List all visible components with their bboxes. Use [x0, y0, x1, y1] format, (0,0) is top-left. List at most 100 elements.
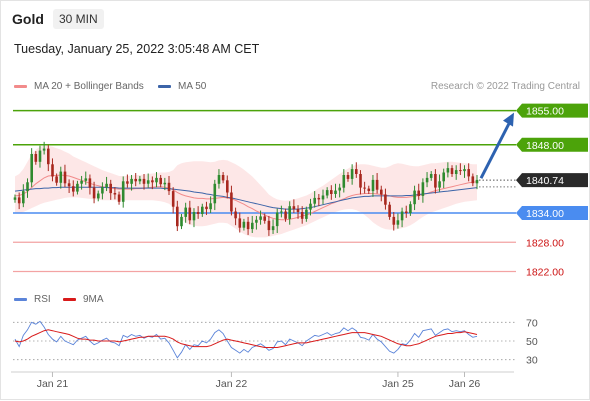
candle-body: [309, 203, 312, 210]
candle-body: [346, 175, 350, 179]
legend-swatch-ma20: [14, 85, 27, 88]
candle-body: [459, 170, 462, 172]
candle-body: [338, 187, 341, 191]
candle-body: [72, 186, 75, 192]
candle-body: [421, 182, 425, 196]
candle-body: [109, 183, 112, 194]
candle-body: [184, 207, 187, 217]
candle-body: [80, 180, 83, 184]
candle-body: [221, 175, 225, 181]
candle-body: [413, 190, 416, 205]
candle-body: [255, 219, 258, 223]
candle-body: [242, 221, 246, 228]
candle-body: [284, 211, 287, 219]
legend-label-rsi: RSI: [34, 294, 51, 305]
candle-body: [371, 179, 375, 192]
candle-body: [26, 182, 29, 192]
candle-body: [76, 183, 79, 192]
candle-body: [209, 203, 212, 210]
legend-label-ma20: MA 20 + Bollinger Bands: [34, 81, 144, 92]
candle-body: [429, 174, 433, 178]
candle-body: [188, 207, 192, 221]
candle-body: [230, 192, 233, 212]
candle-body: [59, 171, 63, 183]
candle-body: [51, 164, 54, 177]
candle-body: [159, 177, 162, 185]
candle-body: [238, 218, 242, 228]
candle-body: [38, 150, 42, 162]
candle-body: [450, 168, 454, 174]
candle-body: [317, 197, 321, 200]
instrument-title: Gold: [12, 11, 44, 27]
legend-ma50: MA 50: [158, 81, 206, 92]
candle-body: [171, 191, 175, 207]
candle-body: [400, 211, 404, 221]
legend-label-9ma: 9MA: [83, 294, 104, 305]
candle-body: [205, 206, 208, 210]
candle-body: [275, 212, 279, 227]
candle-body: [454, 170, 458, 174]
candle-body: [234, 211, 237, 219]
candle-body: [380, 189, 383, 195]
candle-body: [396, 220, 400, 225]
candle-body: [359, 174, 362, 188]
candle-body: [105, 183, 108, 188]
candle-body: [388, 204, 391, 217]
candle-body: [330, 190, 333, 194]
level-tag-1848.00: [516, 137, 588, 152]
candle-body: [251, 222, 254, 230]
candle-body: [471, 176, 475, 184]
candle-body: [355, 169, 358, 174]
timeframe-badge[interactable]: 30 MIN: [53, 9, 104, 29]
x-tick-label: Jan 21: [37, 378, 69, 390]
candle-body: [446, 168, 450, 173]
candle-body: [63, 171, 67, 184]
candle-body: [88, 178, 92, 188]
candle-body: [325, 190, 329, 196]
candle-body: [405, 211, 408, 213]
candle-body: [42, 148, 46, 151]
legend-9ma: 9MA: [63, 294, 104, 305]
candle-body: [167, 182, 171, 192]
candle-body: [467, 169, 470, 177]
candle-body: [267, 220, 271, 231]
level-label: 1834.00: [526, 208, 564, 220]
candle-body: [438, 181, 441, 188]
legend-swatch-ma50: [158, 85, 171, 88]
current-price-tag: [516, 173, 588, 188]
candle-body: [425, 177, 429, 183]
rsi-9ma-line: [14, 329, 478, 348]
candle-body: [475, 179, 479, 184]
candle-body: [196, 212, 200, 214]
candle-body: [409, 204, 412, 213]
x-tick-label: Jan 26: [449, 378, 481, 390]
candle-body: [246, 221, 250, 230]
level-label: 1855.00: [526, 106, 564, 118]
candle-body: [151, 180, 154, 183]
x-tick-label: Jan 22: [216, 378, 248, 390]
timestamp: Tuesday, January 25, 2022 3:05:48 AM CET: [14, 42, 260, 56]
candle-body: [34, 154, 38, 162]
candle-body: [13, 197, 17, 200]
candle-body: [155, 177, 158, 183]
candle-body: [17, 197, 21, 204]
candle-body: [192, 212, 196, 221]
target-arrow-head: [503, 112, 514, 127]
bollinger-band: [15, 145, 477, 238]
candle-body: [146, 180, 150, 184]
candle-body: [350, 169, 354, 179]
level-label: 1848.00: [526, 140, 564, 152]
candle-body: [47, 148, 50, 165]
candle-body: [92, 187, 96, 199]
candle-body: [417, 190, 420, 196]
legend-swatch-rsi: [14, 298, 27, 301]
candle-body: [142, 178, 146, 184]
candle-body: [113, 193, 117, 195]
candle-body: [201, 206, 204, 214]
level-tag-1834.00: [516, 206, 588, 220]
candle-body: [271, 226, 275, 231]
candle-body: [463, 169, 466, 172]
candle-body: [367, 188, 371, 191]
